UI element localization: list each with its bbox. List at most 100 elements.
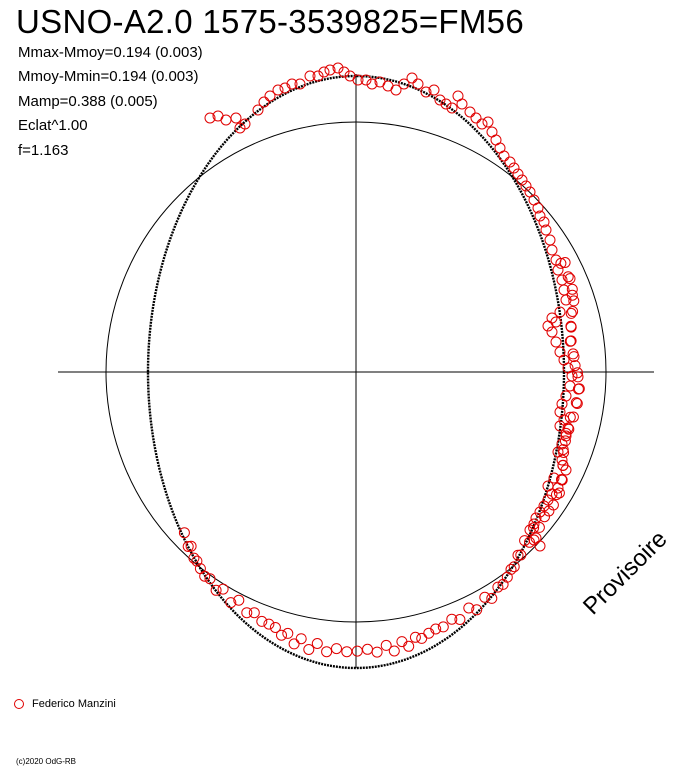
data-point xyxy=(282,627,294,639)
data-point xyxy=(562,422,574,434)
data-point xyxy=(532,202,544,214)
data-point xyxy=(476,118,488,130)
data-point xyxy=(341,646,353,658)
data-point xyxy=(516,174,528,186)
data-point xyxy=(560,294,572,306)
data-point xyxy=(479,591,491,603)
data-point xyxy=(538,500,550,512)
data-point xyxy=(534,540,546,552)
stat-mamp: Mamp=0.388 (0.005) xyxy=(18,93,158,110)
model-ellipse xyxy=(146,74,566,670)
data-point xyxy=(210,584,222,596)
data-point xyxy=(360,74,372,86)
data-point xyxy=(264,90,276,102)
data-point xyxy=(398,78,410,90)
data-point xyxy=(564,273,576,285)
data-point xyxy=(440,98,452,110)
data-point xyxy=(515,549,527,561)
data-point xyxy=(416,632,428,644)
data-point xyxy=(544,234,556,246)
data-point xyxy=(528,534,540,546)
data-point xyxy=(470,112,482,124)
data-point xyxy=(559,435,571,447)
copyright: (c)2020 OdG-RB xyxy=(16,757,77,766)
data-point xyxy=(560,464,572,476)
data-point xyxy=(390,84,402,96)
data-point xyxy=(519,535,531,547)
data-point xyxy=(241,607,253,619)
data-point xyxy=(217,583,229,595)
data-point xyxy=(204,573,216,585)
data-point xyxy=(269,622,281,633)
data-point xyxy=(454,614,466,625)
data-point xyxy=(558,447,570,458)
data-point xyxy=(351,645,363,657)
data-point xyxy=(524,524,536,536)
data-point xyxy=(564,411,576,423)
data-point xyxy=(552,264,564,276)
data-point xyxy=(534,210,546,222)
data-point xyxy=(446,613,458,625)
data-point xyxy=(565,307,577,319)
data-point xyxy=(508,162,520,174)
data-point xyxy=(566,283,578,295)
data-point xyxy=(279,82,291,94)
data-point xyxy=(446,102,458,114)
data-point xyxy=(540,224,552,236)
data-point xyxy=(471,604,483,616)
data-point xyxy=(546,326,558,338)
data-point xyxy=(256,615,268,627)
stat-mmoy-mmin: Mmoy-Mmin=0.194 (0.003) xyxy=(18,68,199,85)
data-point xyxy=(194,563,206,575)
data-point xyxy=(572,367,583,379)
data-point xyxy=(423,627,435,639)
data-point xyxy=(388,645,400,657)
data-point xyxy=(338,66,350,78)
data-point xyxy=(564,380,576,392)
data-point xyxy=(553,487,565,499)
stat-eclat: Eclat^1.00 xyxy=(18,117,88,134)
data-point xyxy=(520,180,532,192)
legend-marker-icon xyxy=(14,699,24,709)
data-point xyxy=(406,72,418,84)
data-point xyxy=(497,578,509,590)
data-point xyxy=(230,112,242,124)
data-point xyxy=(571,398,583,409)
data-point xyxy=(191,555,203,567)
data-point xyxy=(366,78,378,90)
data-point xyxy=(295,633,307,645)
data-point xyxy=(482,116,494,128)
data-point xyxy=(512,168,524,180)
data-point xyxy=(505,563,517,575)
data-point xyxy=(542,494,554,506)
data-point xyxy=(420,86,432,98)
data-point xyxy=(204,112,216,124)
data-point xyxy=(220,114,232,126)
data-point xyxy=(498,150,510,162)
data-point xyxy=(178,527,190,539)
data-point xyxy=(428,84,440,96)
data-point xyxy=(263,618,275,630)
data-point xyxy=(332,62,344,74)
data-point xyxy=(182,541,194,552)
data-point xyxy=(463,602,475,614)
data-point xyxy=(331,643,342,655)
data-point xyxy=(464,106,476,118)
data-point xyxy=(568,351,580,363)
data-point xyxy=(569,360,581,372)
data-point xyxy=(546,244,558,256)
data-point xyxy=(512,549,524,561)
data-point xyxy=(551,489,562,501)
data-point xyxy=(434,94,446,106)
data-point xyxy=(318,66,330,78)
data-point xyxy=(403,640,415,652)
data-point xyxy=(501,571,513,583)
data-point xyxy=(567,306,579,317)
data-point xyxy=(562,271,574,283)
data-point xyxy=(556,398,568,410)
data-point xyxy=(303,644,315,655)
data-point xyxy=(550,336,562,348)
data-point xyxy=(456,98,468,110)
data-point xyxy=(492,581,504,593)
